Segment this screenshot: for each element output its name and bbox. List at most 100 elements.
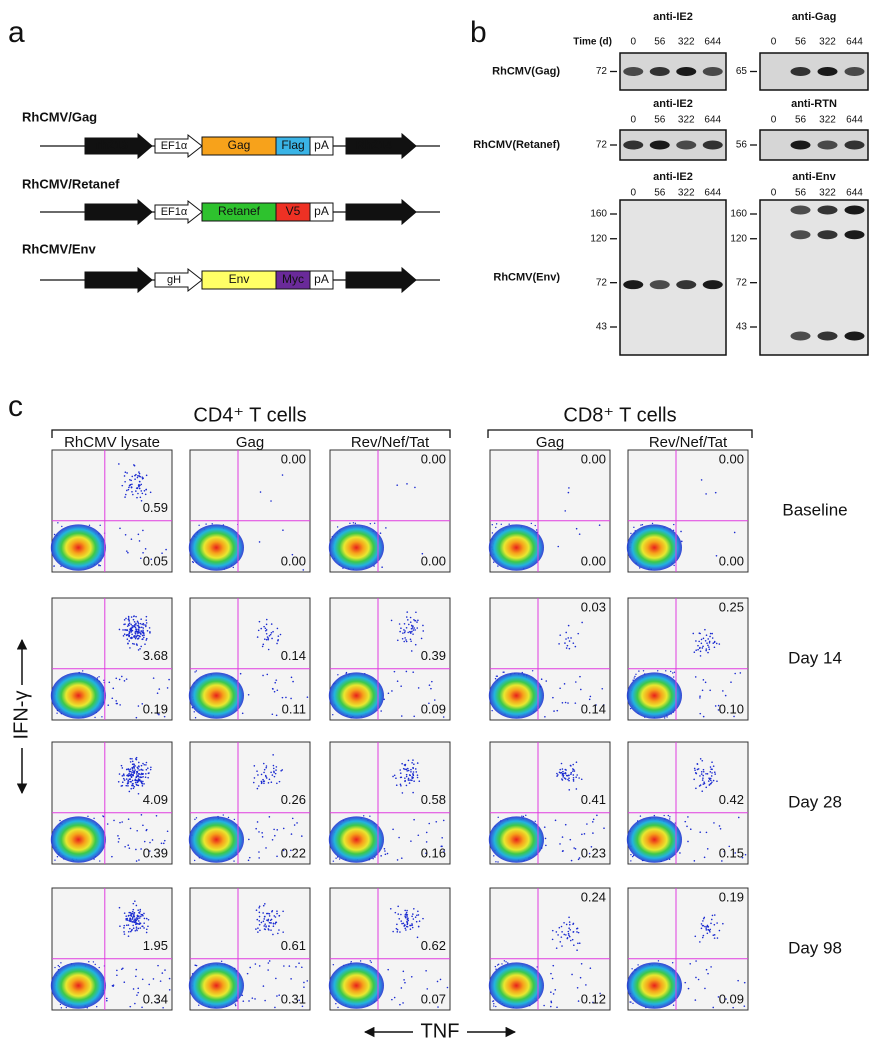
event — [278, 994, 280, 996]
event — [274, 834, 276, 837]
event — [115, 677, 118, 680]
event — [266, 673, 269, 676]
event — [701, 790, 704, 793]
event — [495, 968, 497, 970]
event — [138, 912, 141, 914]
event — [261, 836, 264, 838]
event — [130, 616, 133, 618]
event — [680, 530, 682, 533]
event — [565, 934, 567, 936]
event — [306, 696, 309, 698]
event — [552, 964, 555, 967]
population-density — [626, 962, 683, 1009]
event — [273, 775, 276, 778]
event — [263, 768, 266, 771]
panel-label: a — [8, 16, 25, 49]
event — [162, 842, 165, 845]
event — [133, 625, 136, 627]
event — [133, 785, 136, 788]
quadrant-value: 0.16 — [421, 845, 446, 860]
event — [129, 827, 132, 830]
event — [135, 487, 138, 489]
event — [125, 550, 128, 552]
event — [130, 627, 133, 629]
event — [59, 1003, 62, 1006]
quadrant-value: 0.39 — [143, 845, 168, 860]
event — [268, 960, 271, 962]
event — [641, 524, 644, 526]
event — [143, 634, 145, 636]
event — [707, 972, 709, 975]
marker-label: 120 — [730, 233, 747, 244]
event — [279, 633, 282, 636]
event — [350, 960, 352, 963]
construct-name: RhCMV/Gag — [22, 109, 97, 124]
event — [141, 782, 144, 785]
event — [143, 840, 146, 843]
event — [403, 640, 406, 643]
event — [127, 915, 130, 917]
event — [124, 533, 127, 536]
event — [407, 759, 410, 762]
event — [132, 765, 135, 768]
event — [133, 919, 135, 922]
event — [81, 670, 84, 672]
event — [574, 848, 577, 850]
event — [592, 818, 595, 821]
event — [386, 852, 389, 855]
event — [166, 830, 169, 833]
event — [502, 671, 504, 673]
event — [493, 855, 495, 857]
event — [265, 925, 267, 927]
event — [567, 778, 569, 781]
event — [632, 1002, 634, 1005]
event — [572, 776, 575, 779]
event — [719, 827, 722, 830]
event — [268, 915, 271, 917]
event — [673, 671, 676, 673]
event — [680, 540, 683, 543]
event — [713, 923, 716, 926]
event — [260, 782, 263, 785]
event — [398, 917, 401, 920]
event — [130, 631, 133, 633]
event — [404, 777, 406, 779]
event — [411, 776, 413, 778]
event — [708, 648, 711, 651]
event — [557, 774, 559, 776]
event — [414, 486, 416, 489]
band — [790, 331, 811, 341]
event — [145, 917, 148, 920]
band — [623, 280, 644, 290]
event — [141, 476, 144, 478]
event — [129, 918, 131, 921]
time-point: 322 — [678, 37, 695, 48]
event — [98, 676, 100, 678]
event — [127, 615, 130, 618]
event — [140, 618, 142, 620]
event — [405, 640, 408, 643]
event — [140, 769, 142, 771]
event — [653, 814, 656, 817]
event — [695, 640, 697, 642]
band — [790, 67, 811, 76]
event — [141, 492, 144, 495]
event — [256, 787, 259, 790]
event — [140, 814, 143, 816]
event — [118, 906, 121, 909]
event — [130, 486, 133, 489]
event — [274, 772, 277, 775]
event — [711, 772, 713, 774]
event — [420, 637, 423, 640]
event — [400, 857, 403, 859]
population-density — [188, 816, 244, 863]
event — [501, 963, 503, 965]
event — [193, 711, 195, 713]
event — [140, 776, 143, 779]
event — [117, 841, 120, 843]
time-point: 0 — [630, 188, 636, 199]
event — [407, 631, 409, 634]
event — [275, 769, 277, 771]
event — [136, 829, 138, 832]
event — [703, 781, 705, 783]
